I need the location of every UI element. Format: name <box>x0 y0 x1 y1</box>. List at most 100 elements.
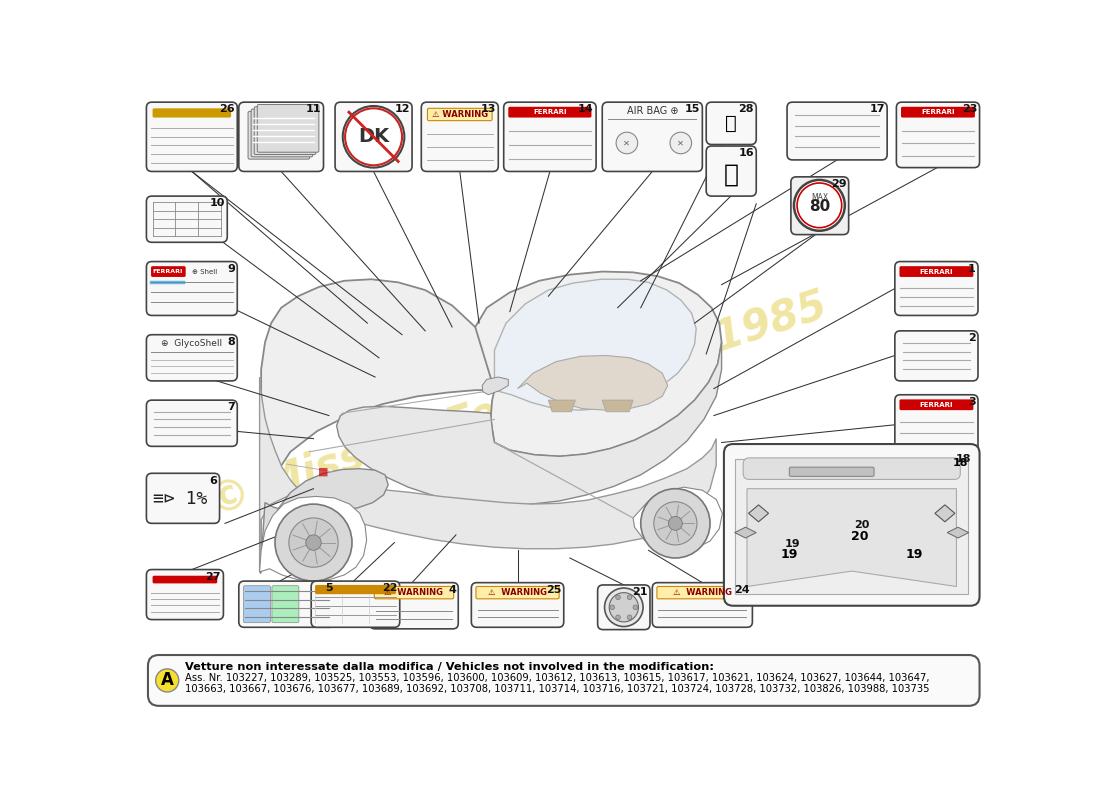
Text: FERRARI: FERRARI <box>920 269 954 274</box>
FancyBboxPatch shape <box>146 474 220 523</box>
FancyBboxPatch shape <box>895 262 978 315</box>
Text: Ass. Nr. 103227, 103289, 103525, 103553, 103596, 103600, 103609, 103612, 103613,: Ass. Nr. 103227, 103289, 103525, 103553,… <box>185 673 930 682</box>
Polygon shape <box>495 279 696 410</box>
FancyBboxPatch shape <box>251 109 312 157</box>
Circle shape <box>616 595 620 599</box>
Text: ⊕ Shell: ⊕ Shell <box>191 269 217 274</box>
Text: ⚠ WARNING: ⚠ WARNING <box>431 110 488 119</box>
Text: ■: ■ <box>318 466 328 477</box>
Text: ✕: ✕ <box>624 138 630 147</box>
Polygon shape <box>517 355 668 410</box>
FancyBboxPatch shape <box>147 655 980 706</box>
Text: FERRARI: FERRARI <box>920 402 954 408</box>
Text: 80: 80 <box>808 199 830 214</box>
Circle shape <box>627 615 631 619</box>
FancyBboxPatch shape <box>476 586 559 599</box>
FancyBboxPatch shape <box>724 444 980 606</box>
Polygon shape <box>475 271 722 456</box>
FancyBboxPatch shape <box>311 581 399 627</box>
FancyBboxPatch shape <box>146 400 238 446</box>
FancyBboxPatch shape <box>257 105 319 152</box>
FancyBboxPatch shape <box>652 582 752 627</box>
Text: 23: 23 <box>961 105 977 114</box>
Circle shape <box>609 593 638 622</box>
Text: ⚠  WARNING: ⚠ WARNING <box>488 588 547 597</box>
FancyBboxPatch shape <box>146 334 238 381</box>
Polygon shape <box>947 527 969 538</box>
Circle shape <box>616 132 638 154</box>
Text: 12: 12 <box>394 105 409 114</box>
FancyBboxPatch shape <box>504 102 596 171</box>
FancyBboxPatch shape <box>421 102 498 171</box>
Circle shape <box>634 605 638 610</box>
Text: FERRARI: FERRARI <box>153 269 184 274</box>
FancyBboxPatch shape <box>790 467 874 476</box>
FancyBboxPatch shape <box>744 458 960 479</box>
FancyBboxPatch shape <box>895 331 978 381</box>
FancyBboxPatch shape <box>508 106 592 118</box>
Text: 19: 19 <box>781 548 798 561</box>
FancyBboxPatch shape <box>370 582 459 629</box>
FancyBboxPatch shape <box>151 266 186 277</box>
Text: 22: 22 <box>382 583 397 594</box>
FancyBboxPatch shape <box>896 102 980 168</box>
Text: 11: 11 <box>306 105 321 114</box>
FancyBboxPatch shape <box>428 108 492 121</box>
FancyBboxPatch shape <box>374 586 453 599</box>
Text: 103663, 103667, 103676, 103677, 103689, 103692, 103708, 103711, 103714, 103716, : 103663, 103667, 103676, 103677, 103689, … <box>185 683 930 694</box>
FancyBboxPatch shape <box>272 586 299 622</box>
Circle shape <box>343 106 405 168</box>
Polygon shape <box>749 505 769 522</box>
Text: 20: 20 <box>850 530 868 543</box>
Text: 9: 9 <box>227 264 235 274</box>
Circle shape <box>275 504 352 581</box>
Circle shape <box>798 183 842 228</box>
Polygon shape <box>935 505 955 522</box>
Text: 7: 7 <box>228 402 235 413</box>
Text: 10: 10 <box>210 198 224 209</box>
FancyBboxPatch shape <box>146 196 228 242</box>
Text: 4: 4 <box>448 585 455 595</box>
FancyBboxPatch shape <box>239 102 323 171</box>
Text: 3: 3 <box>968 397 976 407</box>
Text: 16: 16 <box>738 148 754 158</box>
Polygon shape <box>736 459 968 594</box>
FancyBboxPatch shape <box>146 262 238 315</box>
FancyBboxPatch shape <box>336 102 412 171</box>
Circle shape <box>640 489 711 558</box>
FancyBboxPatch shape <box>900 399 974 410</box>
Polygon shape <box>261 279 495 572</box>
Circle shape <box>627 595 631 599</box>
Text: © Mission Ferraris dal 1985: © Mission Ferraris dal 1985 <box>204 284 832 524</box>
Polygon shape <box>482 377 508 394</box>
Polygon shape <box>260 496 366 581</box>
Text: ⚠  WARNING: ⚠ WARNING <box>384 588 443 597</box>
Text: 28: 28 <box>738 105 754 114</box>
FancyBboxPatch shape <box>243 586 271 622</box>
Text: 17: 17 <box>869 105 884 114</box>
FancyBboxPatch shape <box>597 585 650 630</box>
Circle shape <box>289 518 338 567</box>
FancyBboxPatch shape <box>788 102 887 160</box>
Text: ⚠  WARNING: ⚠ WARNING <box>673 588 732 597</box>
Circle shape <box>609 605 615 610</box>
Text: A: A <box>161 671 174 690</box>
Circle shape <box>306 535 321 550</box>
Text: 18: 18 <box>956 454 971 464</box>
Text: 6: 6 <box>209 476 218 486</box>
Text: DK: DK <box>358 127 389 146</box>
Text: 19: 19 <box>905 548 923 561</box>
Text: ⊕  GlycoShell: ⊕ GlycoShell <box>162 339 222 349</box>
Text: 8: 8 <box>228 337 235 347</box>
Text: 2: 2 <box>968 333 976 343</box>
Circle shape <box>156 669 178 692</box>
FancyBboxPatch shape <box>895 394 978 455</box>
Text: FERRARI: FERRARI <box>921 109 955 115</box>
Polygon shape <box>634 487 723 552</box>
Polygon shape <box>735 527 757 538</box>
Circle shape <box>669 517 682 530</box>
FancyBboxPatch shape <box>315 585 396 594</box>
FancyBboxPatch shape <box>146 570 223 619</box>
Text: 24: 24 <box>735 585 750 595</box>
FancyBboxPatch shape <box>900 266 974 277</box>
